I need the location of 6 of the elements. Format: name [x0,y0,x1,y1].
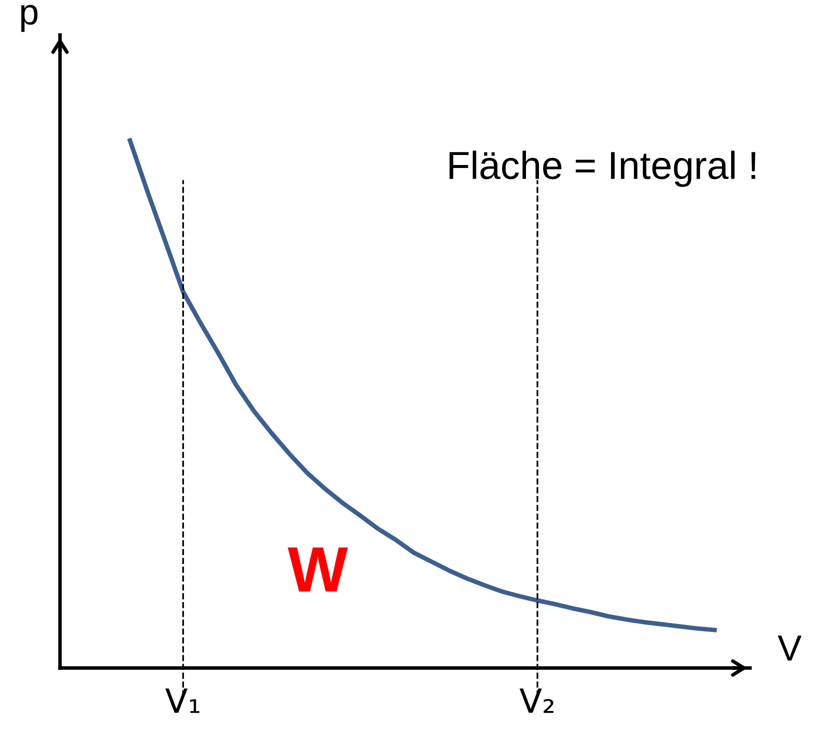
x-axis-title: V [778,636,802,661]
annotation: W [288,547,348,592]
y-axis-title: p [21,4,38,32]
x-tick-label: V₂ [520,688,554,713]
x-tick-label: V₁ [165,688,200,713]
annotation: Fläche = Integral ! [450,150,756,187]
